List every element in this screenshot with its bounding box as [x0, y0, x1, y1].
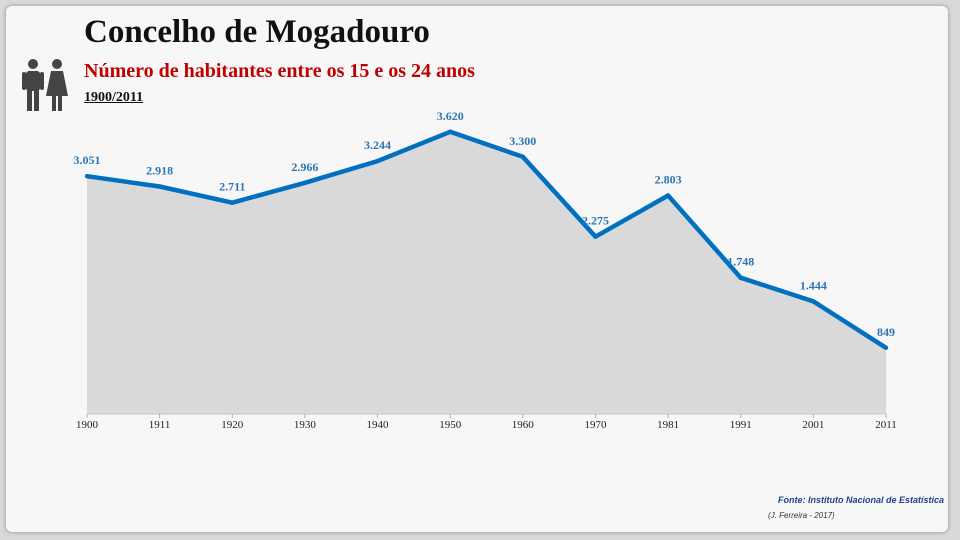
x-tick-label: 1991 [730, 419, 752, 431]
area-fill [87, 131, 886, 415]
data-point [883, 345, 889, 350]
x-tick-label: 1960 [512, 419, 535, 431]
data-label: 3.620 [437, 109, 464, 123]
x-tick-label: 1981 [657, 419, 679, 431]
data-label: 3.051 [74, 153, 101, 167]
x-tick-label: 1930 [294, 419, 317, 431]
data-label: 2.918 [146, 164, 173, 178]
data-point [157, 184, 162, 189]
x-tick-label: 1920 [221, 419, 244, 431]
x-tick-label: 1950 [439, 419, 462, 431]
series-line [86, 129, 888, 350]
data-point [593, 234, 598, 239]
data-point [302, 180, 308, 185]
x-tick-label: 1970 [585, 419, 608, 431]
chart-subtitle: Número de habitantes entre os 15 e os 24… [84, 60, 475, 82]
x-tick-label: 1940 [367, 419, 390, 431]
data-label: 849 [877, 325, 895, 339]
data-label: 3.244 [364, 138, 391, 152]
period-label: 1900/2011 [84, 90, 144, 105]
data-point [375, 158, 380, 164]
data-label: 1.748 [727, 255, 754, 269]
data-point [84, 174, 90, 179]
data-label: 2.275 [582, 214, 609, 228]
data-label: 1.444 [800, 278, 827, 292]
people-icon [22, 59, 68, 111]
data-point [520, 154, 525, 159]
chart-title: Concelho de Mogadouro [84, 14, 430, 50]
credit-note: (J. Ferreira - 2017) [768, 511, 835, 520]
data-point [665, 193, 671, 198]
data-point [738, 275, 743, 280]
data-label: 2.966 [291, 160, 318, 174]
x-tick-label: 2001 [802, 419, 824, 431]
data-point [811, 299, 816, 304]
data-label: 3.300 [509, 134, 536, 148]
data-label: 2.711 [219, 180, 245, 194]
x-tick-label: 1911 [149, 419, 171, 431]
x-tick-label: 1900 [76, 419, 99, 431]
data-point [448, 129, 453, 134]
source-note: Fonte: Instituto Nacional de Estatística [777, 495, 944, 505]
x-tick-label: 2011 [875, 419, 897, 431]
data-label: 2.803 [655, 173, 682, 187]
data-point [230, 200, 235, 205]
